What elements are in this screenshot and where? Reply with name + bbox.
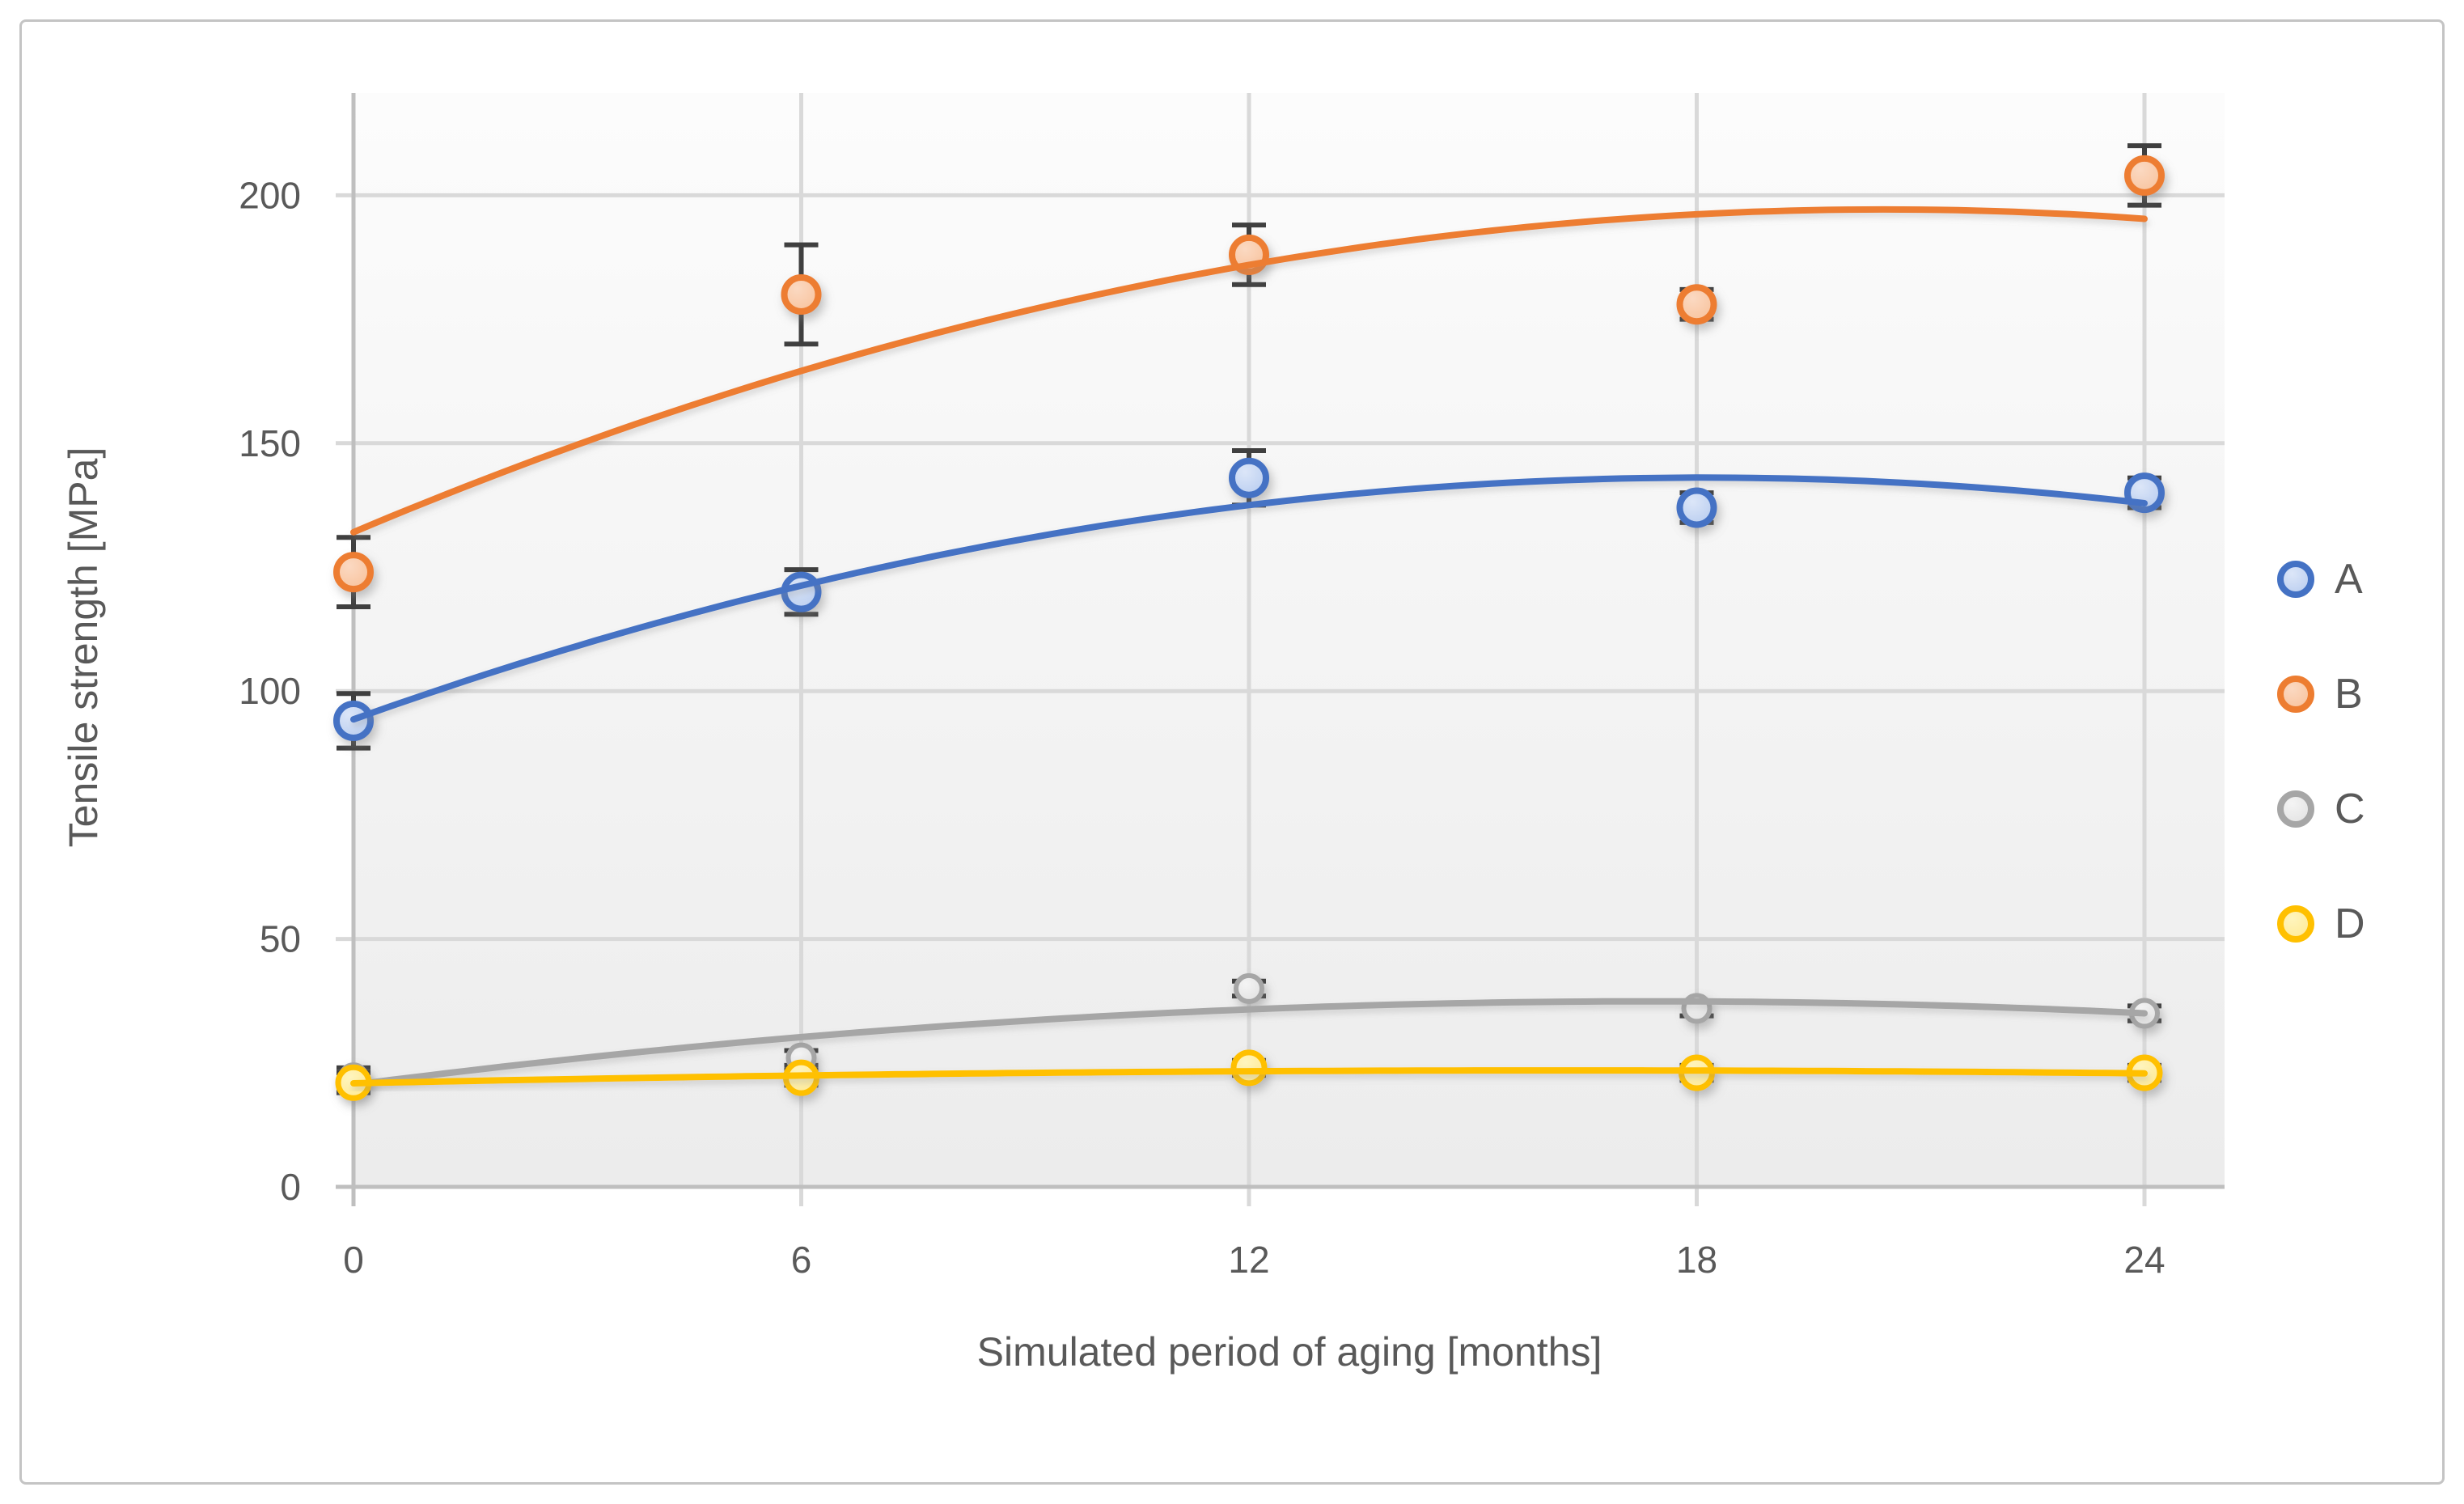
trend-line-C [350,998,2148,1088]
series-A [333,447,2165,751]
data-point-A-18 [1676,487,1717,528]
data-point-D-12 [1230,1049,1268,1087]
data-point-A-12 [1229,457,1269,498]
data-point-C-12 [1234,972,1264,1004]
trend-line-D [350,1067,2148,1087]
x-tick-label-24: 24 [2123,1239,2165,1281]
legend-marker-D [2277,905,2314,943]
x-tick-label-6: 6 [791,1239,812,1281]
x-tick-label-0: 0 [343,1239,364,1281]
legend-label-C: C [2335,786,2365,832]
x-tick-label-18: 18 [1676,1239,1717,1281]
legend-item-A: A [2277,556,2363,603]
y-tick-label-150: 150 [239,422,301,464]
legend-item-B: B [2277,671,2363,718]
legend: A B C D [2277,556,2365,947]
legend-marker-B [2277,676,2314,713]
legend-item-D: D [2277,900,2365,947]
y-tick-label-0: 0 [280,1166,301,1208]
data-point-B-18 [1676,284,1717,325]
y-tick-label-200: 200 [239,174,301,216]
series-D [335,1049,2163,1101]
series-B [333,143,2165,610]
x-tick-label-12: 12 [1228,1239,1269,1281]
data-point-B-24 [2124,155,2165,196]
y-tick-label-50: 50 [260,918,301,960]
y-tick-label-100: 100 [239,670,301,712]
trend-line-A [350,474,2148,723]
legend-label-A: A [2335,556,2363,603]
legend-label-B: B [2335,671,2363,718]
legend-item-C: C [2277,786,2365,832]
data-point-B-0 [333,552,374,593]
legend-label-D: D [2335,900,2365,947]
data-point-B-6 [781,273,822,315]
x-axis-title: Simulated period of aging [months] [976,1329,1602,1375]
legend-marker-A [2277,561,2314,598]
legend-marker-C [2277,790,2314,828]
trend-line-B [350,205,2148,536]
y-axis-title: Tensile strength [MPa] [61,447,106,848]
